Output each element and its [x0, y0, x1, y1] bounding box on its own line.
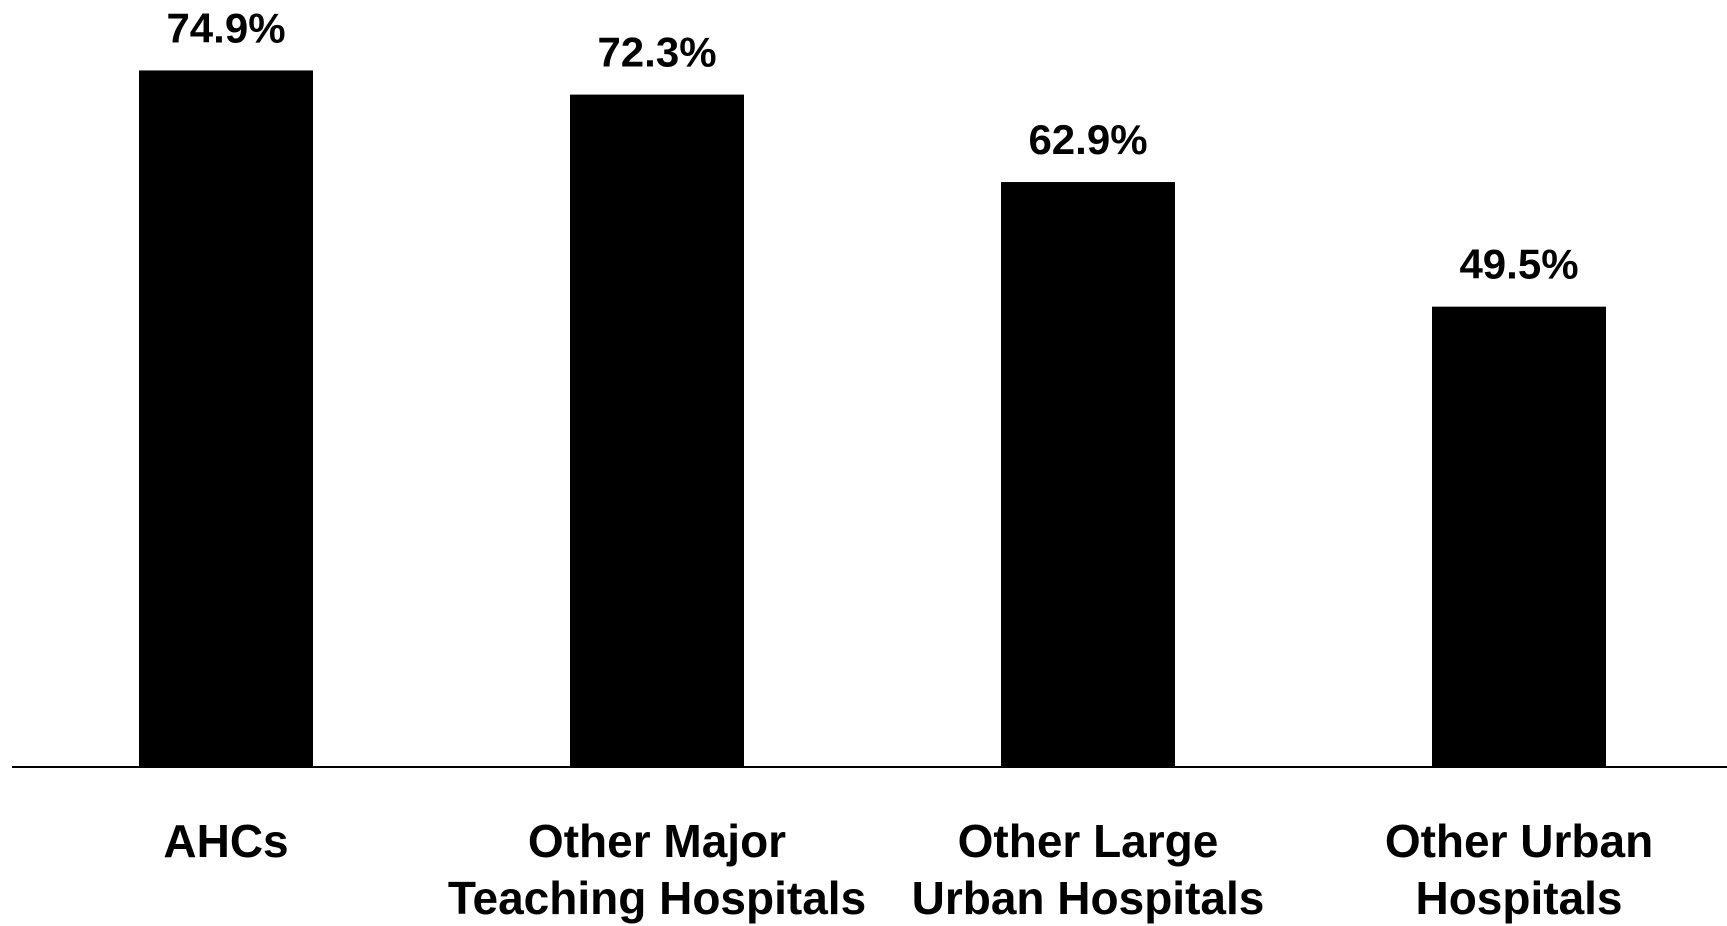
bar-2	[570, 94, 744, 768]
data-label-1: 74.9%	[166, 4, 285, 51]
category-label-1-line-1: AHCs	[163, 815, 288, 867]
category-label-3-line-1: Other Large	[958, 815, 1219, 867]
data-label-2: 72.3%	[597, 29, 716, 76]
data-label-4: 49.5%	[1459, 241, 1578, 288]
data-label-3: 62.9%	[1028, 116, 1147, 163]
category-label-4-line-1: Other Urban	[1385, 815, 1653, 867]
bar-4	[1432, 306, 1606, 767]
category-label-2-line-2: Teaching Hospitals	[448, 872, 866, 924]
value-labels-group: 74.9% 72.3% 62.9% 49.5%	[166, 4, 1578, 287]
bar-3	[1001, 182, 1175, 767]
category-label-3-line-2: Urban Hospitals	[912, 872, 1265, 924]
category-label-2-line-1: Other Major	[528, 815, 786, 867]
bars-group	[139, 70, 1606, 768]
bar-1	[139, 70, 313, 768]
category-label-4-line-2: Hospitals	[1415, 872, 1622, 924]
